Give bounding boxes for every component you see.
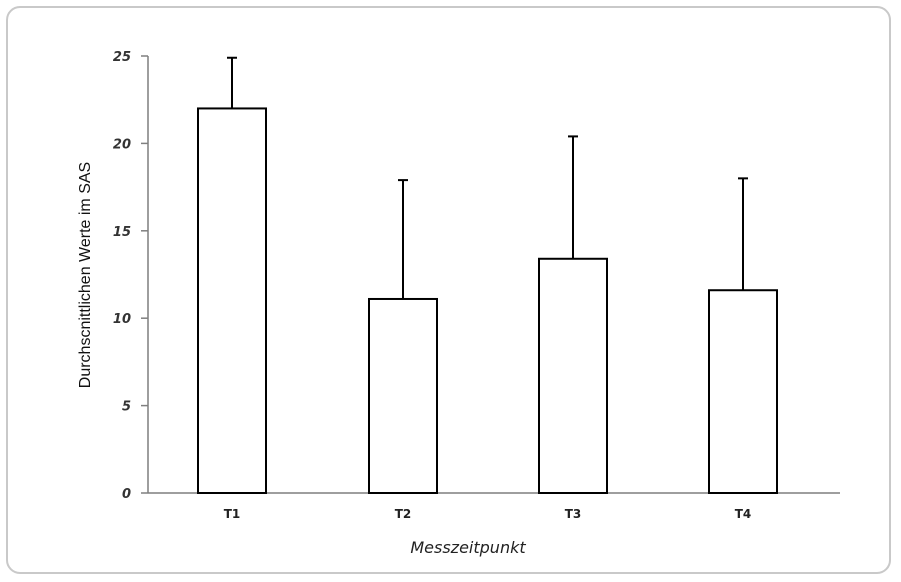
x-axis-label: Messzeitpunkt <box>410 538 526 557</box>
y-tick-label: 10 <box>113 312 131 327</box>
bar-t4 <box>708 289 778 494</box>
bar-t2 <box>368 297 438 494</box>
y-tick-label: 5 <box>122 400 131 415</box>
tick-labels: 0 5 10 15 20 25 T1 T2 T3 T4 <box>113 50 751 521</box>
x-tick-label: T1 <box>224 507 241 521</box>
y-tick-label: 25 <box>113 50 131 65</box>
x-tick-label: T3 <box>565 507 582 521</box>
bars <box>197 56 778 494</box>
x-tick-label: T2 <box>395 507 412 521</box>
bar-t1 <box>197 107 267 494</box>
y-tick-label: 20 <box>113 137 131 152</box>
y-tick-label: 15 <box>113 225 131 240</box>
bar-t3 <box>538 257 608 494</box>
x-tick-label: T4 <box>735 507 752 521</box>
y-tick-label: 0 <box>122 487 131 502</box>
y-axis-label: Durchscnittlichen Werte im SAS <box>77 162 94 388</box>
